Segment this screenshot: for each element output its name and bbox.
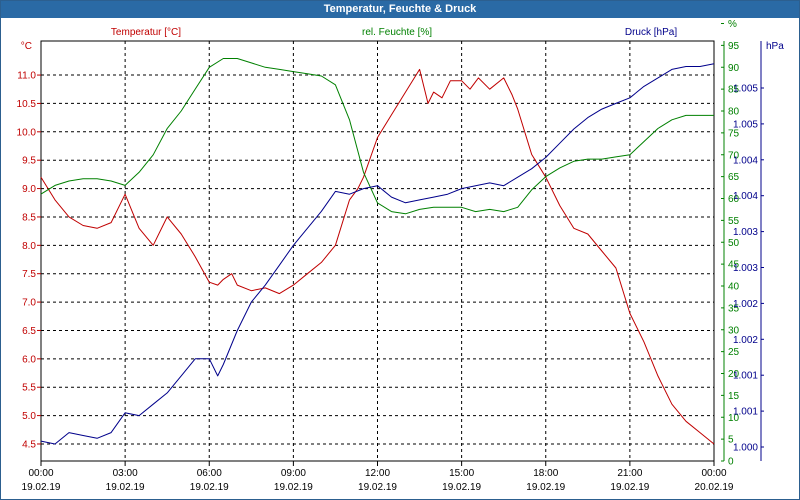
x-tick-label-time: 00:00 bbox=[28, 468, 53, 479]
x-tick-label-time: 21:00 bbox=[617, 468, 642, 479]
x-tick-label-date: 19.02.19 bbox=[610, 482, 649, 493]
temperature-line bbox=[40, 68, 715, 445]
humidity-tick-label: 0 bbox=[728, 457, 734, 468]
legend-humidity: rel. Feuchte [%] bbox=[362, 27, 432, 38]
temperature-tick-label: 5.5 bbox=[22, 383, 36, 394]
temperature-tick-label: 8.5 bbox=[22, 212, 36, 223]
pressure-tick-label: 1.004 bbox=[733, 191, 758, 202]
humidity-tick-label: 10 bbox=[728, 413, 740, 424]
temperature-tick-label: 10.0 bbox=[17, 127, 37, 138]
humidity-tick-label: 25 bbox=[728, 347, 740, 358]
legend-pressure: Druck [hPa] bbox=[625, 27, 677, 38]
humidity-tick-label: 55 bbox=[728, 216, 740, 227]
x-tick-label-time: 06:00 bbox=[197, 468, 222, 479]
temperature-tick-label: 9.0 bbox=[22, 184, 36, 195]
humidity-line bbox=[40, 58, 714, 215]
temperature-tick-label: 10.5 bbox=[17, 99, 37, 110]
humidity-tick-label: 60 bbox=[728, 194, 740, 205]
humidity-tick-label: 80 bbox=[728, 107, 740, 118]
series-layer bbox=[40, 58, 715, 445]
humidity-tick-label: 70 bbox=[728, 150, 740, 161]
pressure-tick-label: 1.002 bbox=[733, 335, 758, 346]
temperature-tick-label: 5.0 bbox=[22, 411, 36, 422]
humidity-tick-label: 20 bbox=[728, 369, 740, 380]
x-tick-label-date: 20.02.19 bbox=[695, 482, 734, 493]
x-tick-label-time: 00:00 bbox=[701, 468, 726, 479]
pressure-tick-label: 1.003 bbox=[733, 227, 758, 238]
pressure-tick-label: 1.005 bbox=[733, 119, 758, 130]
pressure-tick-label: 1.005 bbox=[733, 84, 758, 95]
x-tick-label-date: 19.02.19 bbox=[442, 482, 481, 493]
humidity-tick-label: 45 bbox=[728, 260, 740, 271]
humidity-tick-label: 95 bbox=[728, 41, 740, 52]
x-tick-label-date: 19.02.19 bbox=[526, 482, 565, 493]
humidity-tick-label: 30 bbox=[728, 325, 740, 336]
pressure-tick-label: 1.003 bbox=[733, 263, 758, 274]
humidity-tick-label: 50 bbox=[728, 238, 740, 249]
x-tick-label-time: 15:00 bbox=[449, 468, 474, 479]
x-tick-label-date: 19.02.19 bbox=[274, 482, 313, 493]
x-tick-label-time: 18:00 bbox=[533, 468, 558, 479]
humidity-tick-label: 40 bbox=[728, 282, 740, 293]
temperature-tick-label: 7.0 bbox=[22, 298, 36, 309]
x-tick-label-date: 19.02.19 bbox=[22, 482, 61, 493]
humidity-tick-label: 65 bbox=[728, 172, 740, 183]
temperature-tick-label: 6.0 bbox=[22, 354, 36, 365]
humidity-tick-label: 35 bbox=[728, 303, 740, 314]
x-tick-label-date: 19.02.19 bbox=[358, 482, 397, 493]
temperature-tick-label: 11.0 bbox=[17, 71, 36, 82]
temperature-tick-label: 9.5 bbox=[22, 156, 36, 167]
temperature-tick-label: 4.5 bbox=[22, 439, 36, 450]
grid-lines bbox=[40, 40, 715, 462]
legend-temperature: Temperatur [°C] bbox=[111, 27, 181, 38]
window-title: Temperatur, Feuchte & Druck bbox=[1, 1, 799, 18]
humidity-tick-label: 85 bbox=[728, 85, 740, 96]
axes-layer: 00:00 19.02.19 03:00 19.02.19 06:00 19.02.19 0… bbox=[17, 19, 764, 493]
x-tick-label-date: 19.02.19 bbox=[106, 482, 145, 493]
pressure-tick-label: 1.004 bbox=[733, 155, 758, 166]
pressure-line bbox=[40, 63, 715, 445]
humidity-tick-label: 5 bbox=[728, 435, 734, 446]
humidity-tick-label: 75 bbox=[728, 128, 740, 139]
pressure-tick-label: 1.001 bbox=[733, 371, 758, 382]
x-tick-label-time: 09:00 bbox=[281, 468, 306, 479]
x-tick-label-time: 03:00 bbox=[113, 468, 138, 479]
pressure-unit-label: hPa bbox=[766, 41, 784, 52]
temperature-tick-label: 8.0 bbox=[22, 241, 36, 252]
x-tick-label-date: 19.02.19 bbox=[190, 482, 229, 493]
humidity-tick-label: 90 bbox=[728, 63, 740, 74]
pressure-tick-label: 1.002 bbox=[733, 299, 758, 310]
pressure-tick-label: 1.000 bbox=[733, 443, 758, 454]
humidity-tick-label: % bbox=[728, 19, 737, 30]
temperature-tick-label: 7.5 bbox=[22, 269, 36, 280]
pressure-tick-label: 1.001 bbox=[733, 407, 758, 418]
temperature-tick-label: 6.5 bbox=[22, 326, 36, 337]
humidity-tick-label: 15 bbox=[728, 391, 740, 402]
temperature-unit-label: °C bbox=[21, 41, 32, 52]
x-tick-label-time: 12:00 bbox=[365, 468, 390, 479]
